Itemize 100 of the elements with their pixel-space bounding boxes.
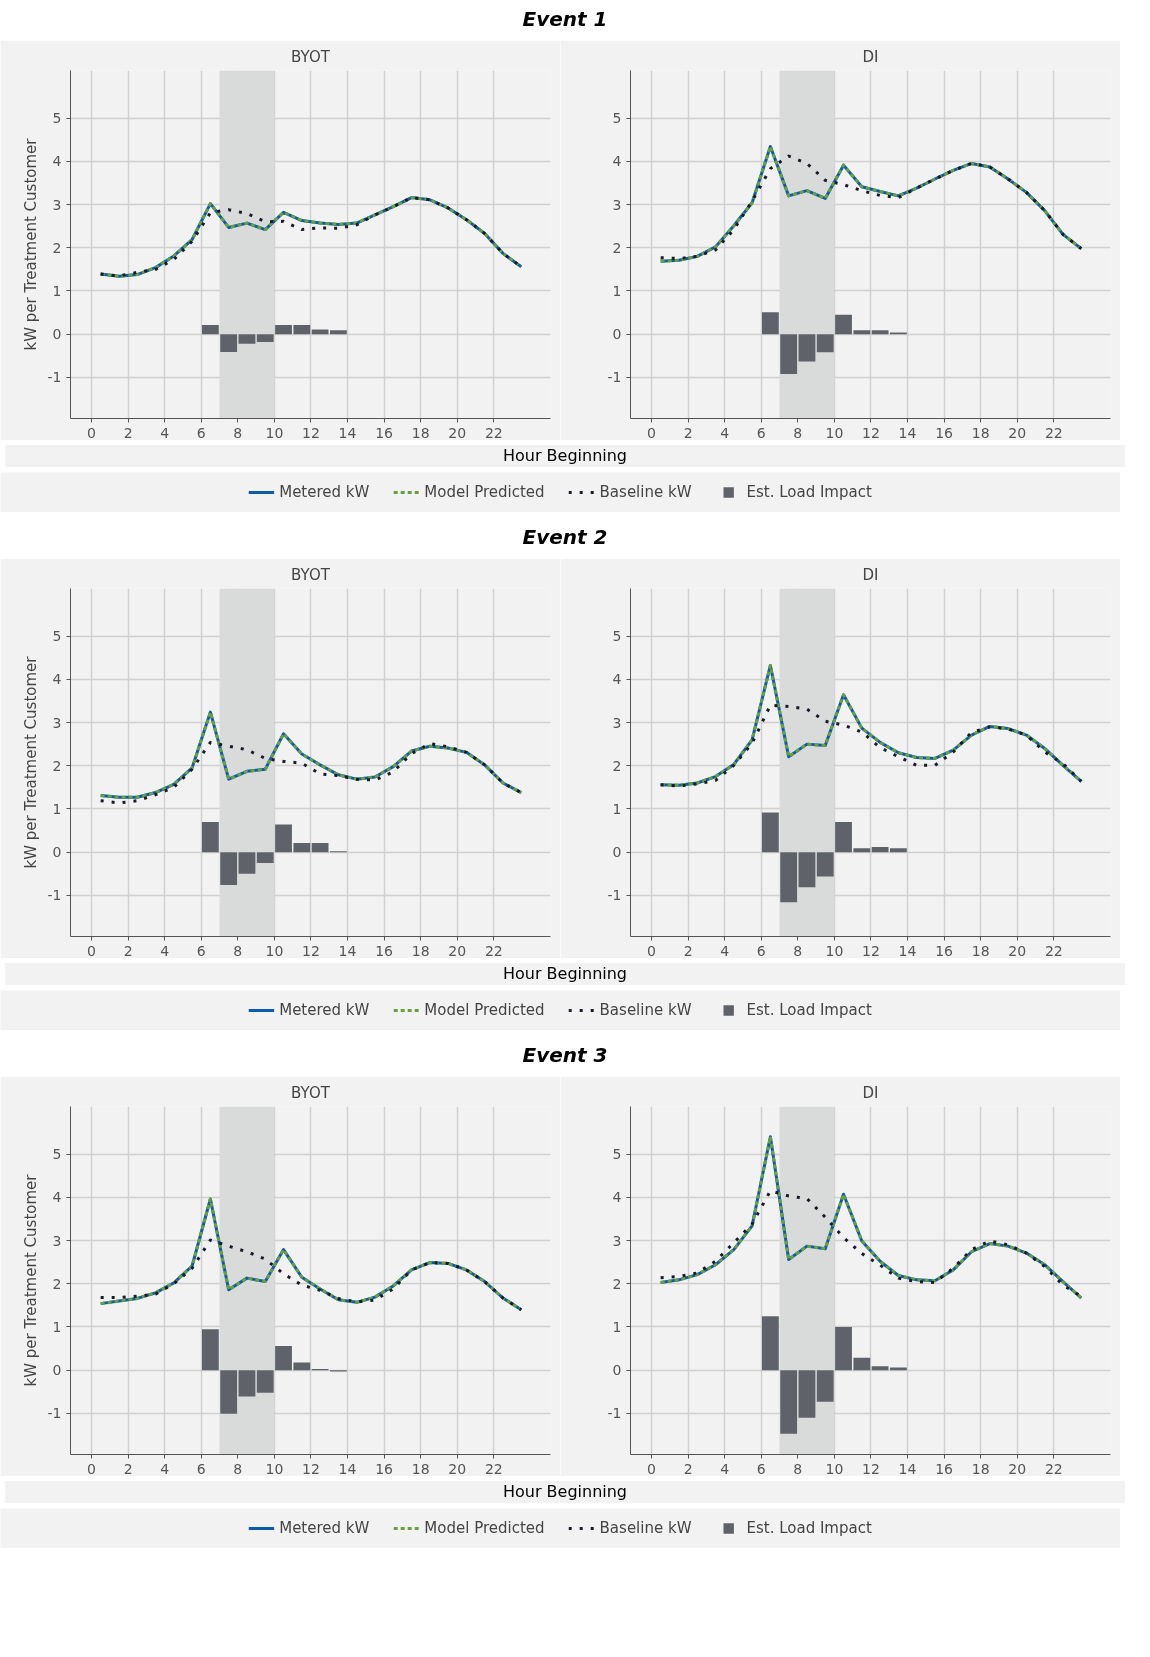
x-tick-label: 14: [898, 424, 917, 441]
x-tick-label: 4: [720, 424, 730, 441]
chart-subtitle: DI: [862, 47, 879, 66]
x-tick-label: 20: [1008, 942, 1027, 959]
x-tick-label: 0: [647, 942, 656, 959]
y-tick-label: 1: [612, 1318, 622, 1335]
x-tick-label: 10: [825, 942, 844, 959]
x-tick-label: 20: [448, 1460, 467, 1477]
y-tick-label: 5: [52, 110, 62, 127]
chart-title: Event 1: [522, 6, 608, 33]
y-tick-label: 5: [612, 1146, 622, 1163]
y-tick-label: 0: [612, 326, 622, 343]
legend-label: Est. Load Impact: [746, 1519, 872, 1537]
x-tick-label: 16: [935, 1460, 954, 1477]
legend-label: Baseline kW: [599, 1519, 692, 1537]
y-tick-label: 4: [52, 1189, 62, 1206]
y-tick-label: 1: [52, 800, 62, 817]
x-tick-label: 8: [233, 424, 243, 441]
x-tick-label: 8: [793, 942, 803, 959]
x-tick-label: 10: [265, 1460, 284, 1477]
x-tick-label: 22: [1044, 424, 1063, 441]
x-tick-label: 12: [302, 1460, 320, 1477]
y-tick-label: 2: [612, 1275, 622, 1292]
y-tick-label: 0: [52, 844, 62, 861]
x-tick-label: 6: [196, 424, 206, 441]
x-tick-label: 16: [375, 424, 394, 441]
x-tick-label: 4: [720, 1460, 730, 1477]
x-tick-label: 16: [935, 424, 954, 441]
y-tick-label: 3: [52, 196, 62, 213]
x-tick-label: 18: [411, 424, 430, 441]
legend-label: Metered kW: [279, 1519, 370, 1537]
x-tick-label: 2: [683, 1460, 693, 1477]
x-tick-label: 6: [196, 1460, 206, 1477]
y-tick-label: 3: [612, 196, 622, 213]
chart-subtitle: DI: [862, 565, 879, 584]
x-tick-label: 22: [484, 1460, 503, 1477]
x-tick-label: 8: [233, 1460, 243, 1477]
y-tick-label: 0: [52, 326, 62, 343]
y-tick-label: 1: [612, 282, 622, 299]
x-tick-label: 0: [87, 942, 96, 959]
x-tick-label: 6: [756, 942, 766, 959]
x-tick-label: 6: [756, 424, 766, 441]
x-axis-title: Hour Beginning: [502, 445, 628, 467]
x-tick-label: 6: [196, 942, 206, 959]
x-tick-label: 14: [338, 1460, 357, 1477]
x-tick-label: 14: [898, 942, 917, 959]
y-tick-label: 4: [612, 1189, 622, 1206]
y-tick-label: 2: [52, 1275, 62, 1292]
chart-subtitle: DI: [862, 1083, 879, 1102]
y-tick-label: 1: [52, 282, 62, 299]
x-tick-label: 18: [411, 1460, 430, 1477]
x-tick-label: 16: [935, 942, 954, 959]
x-axis-title: Hour Beginning: [502, 1481, 628, 1503]
x-tick-label: 18: [411, 942, 430, 959]
chart-subtitle: BYOT: [291, 47, 331, 66]
x-tick-label: 14: [898, 1460, 917, 1477]
x-tick-label: 10: [825, 424, 844, 441]
x-tick-label: 2: [683, 942, 693, 959]
x-tick-label: 0: [647, 424, 656, 441]
y-tick-label: 4: [612, 153, 622, 170]
x-tick-label: 4: [160, 424, 170, 441]
x-tick-label: 22: [1044, 1460, 1063, 1477]
x-tick-label: 4: [160, 1460, 170, 1477]
x-tick-label: 16: [375, 942, 394, 959]
y-tick-label: 3: [52, 714, 62, 731]
legend-label: Est. Load Impact: [746, 1001, 872, 1019]
y-tick-label: -1: [47, 887, 62, 904]
x-tick-label: 2: [683, 424, 693, 441]
y-tick-label: 5: [52, 628, 62, 645]
legend-label: Metered kW: [279, 483, 370, 501]
y-tick-label: 1: [612, 800, 622, 817]
x-tick-label: 10: [825, 1460, 844, 1477]
y-tick-label: 5: [612, 110, 622, 127]
x-tick-label: 4: [160, 942, 170, 959]
x-tick-label: 12: [302, 942, 320, 959]
legend-label: Est. Load Impact: [746, 483, 872, 501]
y-axis-title: kW per Treatment Customer: [21, 137, 40, 351]
x-tick-label: 8: [793, 1460, 803, 1477]
y-tick-label: 3: [612, 714, 622, 731]
legend-label: Metered kW: [279, 1001, 370, 1019]
y-tick-label: 2: [612, 239, 622, 256]
x-tick-label: 18: [971, 424, 990, 441]
y-tick-label: 4: [52, 153, 62, 170]
x-tick-label: 8: [793, 424, 803, 441]
y-tick-label: 4: [52, 671, 62, 688]
x-axis-title: Hour Beginning: [502, 963, 628, 985]
x-tick-label: 14: [338, 424, 357, 441]
y-tick-label: 5: [52, 1146, 62, 1163]
x-tick-label: 20: [448, 424, 467, 441]
y-tick-label: -1: [47, 1405, 62, 1422]
x-tick-label: 18: [971, 1460, 990, 1477]
y-tick-label: 2: [612, 757, 622, 774]
x-tick-label: 2: [123, 942, 133, 959]
y-tick-label: 0: [612, 1362, 622, 1379]
y-axis-title: kW per Treatment Customer: [21, 655, 40, 869]
x-tick-label: 4: [720, 942, 730, 959]
x-tick-label: 0: [647, 1460, 656, 1477]
x-tick-label: 2: [123, 1460, 133, 1477]
x-tick-label: 10: [265, 424, 284, 441]
x-tick-label: 20: [1008, 424, 1027, 441]
